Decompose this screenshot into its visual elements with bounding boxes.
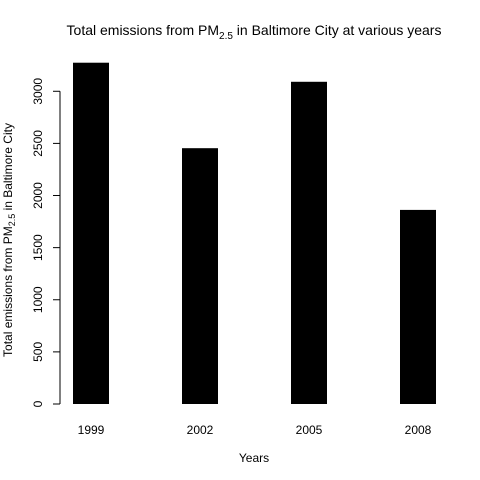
y-axis: 0 500 1000 1500 2000 2500 3000 (31, 78, 61, 407)
x-axis-label: Years (239, 451, 269, 465)
chart-title-rest: in Baltimore City at various years (233, 22, 442, 38)
y-axis-label: Total emissions from PM2.5 in Baltimore … (1, 123, 17, 357)
y-tick-label-1500: 1500 (31, 234, 45, 261)
x-tick-label-2008: 2008 (405, 423, 432, 437)
chart-title: Total emissions from PM2.5 in Baltimore … (67, 22, 442, 42)
y-axis-label-subscript: 2.5 (7, 214, 17, 227)
x-tick-label-2005: 2005 (296, 423, 323, 437)
y-tick-label-2000: 2000 (31, 182, 45, 209)
y-tick-label-500: 500 (31, 342, 45, 362)
y-tick-label-2500: 2500 (31, 130, 45, 157)
y-tick-label-0: 0 (31, 400, 45, 407)
bar-1999 (73, 62, 109, 405)
x-tick-label-1999: 1999 (78, 423, 105, 437)
chart-title-subscript: 2.5 (219, 31, 233, 42)
chart-title-main: Total emissions from PM (67, 22, 219, 38)
bars-group (73, 62, 436, 405)
y-tick-label-1000: 1000 (31, 286, 45, 313)
bar-2005 (291, 81, 327, 404)
y-axis-label-rest: in Baltimore City (1, 123, 15, 214)
y-tick-label-3000: 3000 (31, 78, 45, 105)
x-axis-labels: 1999 2002 2005 2008 (78, 423, 432, 437)
bar-2008 (400, 209, 436, 404)
x-tick-label-2002: 2002 (187, 423, 214, 437)
y-axis-label-main: Total emissions from PM (1, 226, 15, 357)
bar-2002 (182, 148, 218, 404)
